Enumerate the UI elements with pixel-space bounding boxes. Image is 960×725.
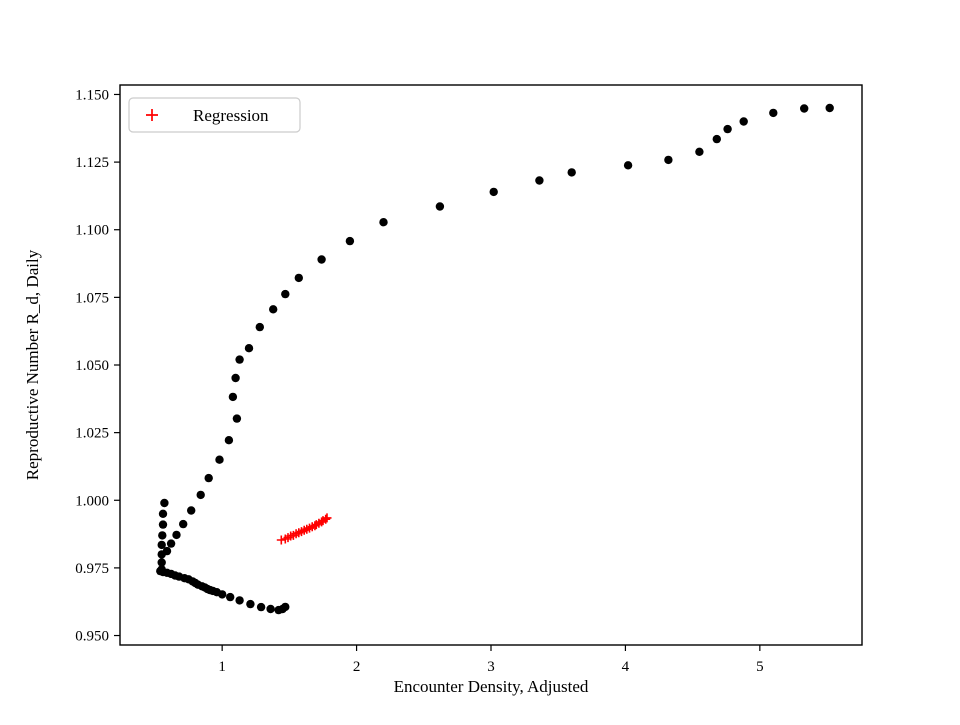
data-point <box>215 455 224 464</box>
x-tick-label: 4 <box>622 659 630 675</box>
y-tick-label: 1.125 <box>75 155 109 171</box>
data-point <box>179 519 188 529</box>
y-axis-label: Reproductive Number R_d, Daily <box>23 249 42 480</box>
data-point <box>157 550 166 559</box>
data-point <box>187 506 196 515</box>
data-point <box>769 108 778 118</box>
y-tick-label: 1.100 <box>75 223 109 239</box>
data-point <box>157 558 166 567</box>
data-point <box>158 520 168 529</box>
data-point <box>158 509 168 518</box>
data-point <box>228 392 238 402</box>
data-point <box>739 117 748 126</box>
data-point <box>567 168 576 177</box>
y-tick-label: 0.950 <box>75 629 109 645</box>
data-point <box>204 473 213 483</box>
data-point <box>256 602 266 612</box>
data-point <box>266 604 275 614</box>
x-axis-label: Encounter Density, Adjusted <box>394 677 589 696</box>
data-point <box>695 147 704 156</box>
data-point <box>224 436 234 445</box>
data-point <box>294 273 303 283</box>
data-point <box>232 414 242 423</box>
y-tick-label: 1.075 <box>75 290 109 306</box>
regression-point <box>276 535 286 545</box>
data-point <box>158 531 167 540</box>
data-point <box>317 255 326 264</box>
data-point <box>825 103 834 113</box>
regression-legend-marker-icon <box>146 109 158 121</box>
y-tick-label: 1.025 <box>75 426 109 442</box>
y-tick-label: 1.150 <box>75 87 109 103</box>
regression-point <box>321 514 331 524</box>
plot-border <box>119 84 863 646</box>
x-tick-label: 1 <box>218 659 226 675</box>
data-point <box>281 289 290 299</box>
data-point <box>535 176 544 185</box>
data-points <box>156 103 834 615</box>
data-point <box>166 539 176 548</box>
legend-box <box>128 97 301 133</box>
data-point <box>623 161 633 170</box>
data-point <box>664 155 673 165</box>
x-tick-label: 5 <box>756 659 764 675</box>
data-point <box>172 530 181 540</box>
data-point <box>345 236 355 246</box>
data-point <box>255 322 264 332</box>
data-point <box>712 134 721 144</box>
plot-area <box>120 85 862 645</box>
legend-label: Regression <box>193 106 269 125</box>
data-point <box>800 104 809 113</box>
y-tick-label: 1.000 <box>75 493 109 509</box>
x-tick-label: 2 <box>353 659 361 675</box>
y-tick-label: 1.050 <box>75 358 109 374</box>
data-point <box>235 355 244 364</box>
data-point <box>269 305 278 314</box>
legend: Regression <box>128 97 301 133</box>
axis-ticks: 1 2 3 4 5 0.950 0.975 1.000 1.025 1.050 1.075 1.100… <box>75 87 763 675</box>
data-point <box>489 187 498 197</box>
data-point <box>435 202 445 211</box>
data-point <box>157 540 166 550</box>
data-point <box>226 592 235 602</box>
data-point <box>723 124 732 134</box>
data-point <box>244 344 254 353</box>
data-point <box>235 596 244 605</box>
regression-point <box>322 513 332 523</box>
data-point <box>281 602 290 612</box>
y-tick-label: 0.975 <box>75 561 109 577</box>
data-point <box>379 218 388 227</box>
data-point <box>160 498 169 508</box>
data-point <box>196 490 205 500</box>
data-point <box>231 373 240 383</box>
x-tick-label: 3 <box>487 659 495 675</box>
data-point <box>218 590 227 599</box>
data-point <box>246 599 255 609</box>
